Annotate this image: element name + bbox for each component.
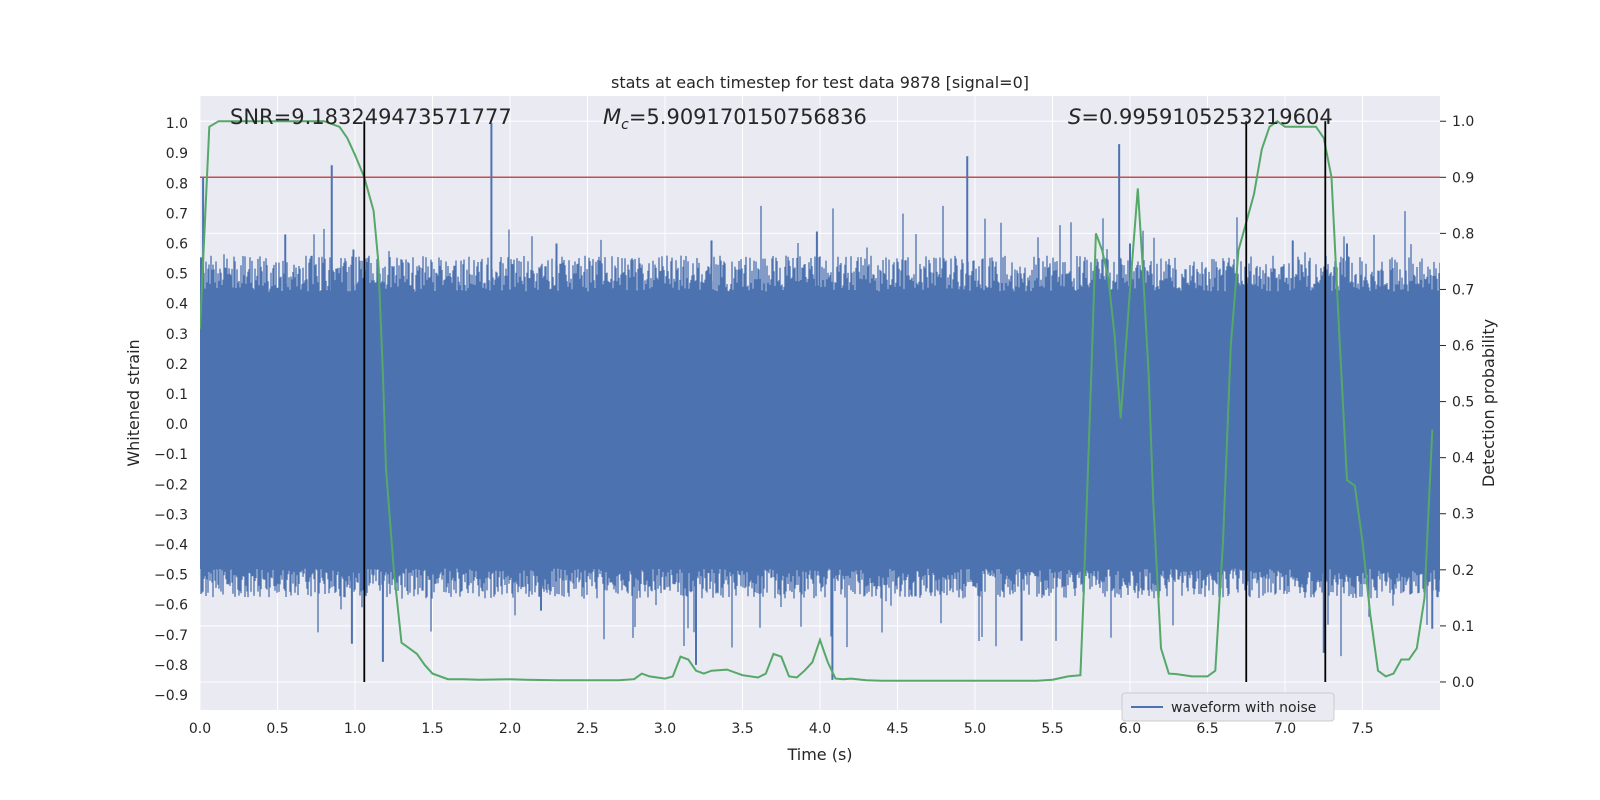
y-tick-label: 0.0 xyxy=(166,417,188,433)
y-right-tick-label: 0.4 xyxy=(1452,451,1474,467)
y-tick-label: −0.8 xyxy=(154,658,188,674)
x-tick-label: 2.0 xyxy=(499,721,521,737)
y-tick-label: −0.6 xyxy=(154,598,188,614)
y-axis-right-ticks: 1.0 0.9 0.8 0.7 0.6 0.5 0.4 0.3 0.2 0.1 0.0 xyxy=(1440,114,1474,691)
y-tick-label: 0.2 xyxy=(166,357,188,373)
y-axis-label: Whitened strain xyxy=(124,339,143,466)
x-tick-label: 4.5 xyxy=(886,721,908,737)
y-tick-label: −0.3 xyxy=(154,507,188,523)
chirp-mass-annotation: Mc=5.909170150756836 xyxy=(603,105,867,133)
x-tick-label: 6.0 xyxy=(1119,721,1141,737)
x-tick-label: 1.5 xyxy=(421,721,443,737)
y-axis-ticks: 1.0 0.9 0.8 0.7 0.6 0.5 0.4 0.3 0.2 0.1 0.0 −0.1 −0.… xyxy=(154,116,188,704)
y-tick-label: −0.1 xyxy=(154,447,188,463)
y-tick-label: −0.2 xyxy=(154,477,188,493)
y-right-tick-label: 0.3 xyxy=(1452,507,1474,523)
legend: waveform with noise xyxy=(1121,692,1335,722)
x-tick-label: 0.5 xyxy=(266,721,288,737)
legend-label: waveform with noise xyxy=(1171,700,1316,716)
x-tick-label: 1.0 xyxy=(344,721,366,737)
score-annotation: S=0.9959105253219604 xyxy=(1068,105,1333,129)
y-tick-label: 0.9 xyxy=(166,146,188,162)
x-tick-label: 4.0 xyxy=(809,721,831,737)
x-tick-label: 7.0 xyxy=(1274,721,1296,737)
y-tick-label: 0.3 xyxy=(166,327,188,343)
x-tick-label: 7.5 xyxy=(1351,721,1373,737)
probability-line xyxy=(200,119,1434,682)
snr-annotation: SNR=9.183249473571777 xyxy=(230,105,512,129)
y-right-tick-label: 0.8 xyxy=(1452,226,1474,242)
x-tick-label: 2.5 xyxy=(576,721,598,737)
waveform-path xyxy=(200,205,1440,657)
chart-title: stats at each timestep for test data 987… xyxy=(611,73,1029,92)
y-right-tick-label: 0.5 xyxy=(1452,395,1474,411)
y-tick-label: 1.0 xyxy=(166,116,188,132)
y-tick-label: 0.7 xyxy=(166,206,188,222)
y-tick-label: −0.5 xyxy=(154,568,188,584)
x-tick-label: 3.0 xyxy=(654,721,676,737)
y-tick-label: −0.7 xyxy=(154,628,188,644)
y-tick-label: 0.8 xyxy=(166,176,188,192)
y-tick-label: 0.1 xyxy=(166,387,188,403)
x-tick-label: 5.0 xyxy=(964,721,986,737)
x-tick-label: 0.0 xyxy=(189,721,211,737)
y-right-tick-label: 0.7 xyxy=(1452,282,1474,298)
y-axis-right-label: Detection probability xyxy=(1479,319,1498,487)
y-tick-label: 0.6 xyxy=(166,236,188,252)
legend-box xyxy=(1121,692,1335,722)
x-tick-label: 3.5 xyxy=(731,721,753,737)
y-right-tick-label: 0.6 xyxy=(1452,339,1474,355)
waveform-series xyxy=(200,123,1440,680)
y-tick-label: −0.9 xyxy=(154,688,188,704)
y-tick-label: 0.5 xyxy=(166,267,188,283)
y-right-tick-label: 1.0 xyxy=(1452,114,1474,130)
x-tick-label: 6.5 xyxy=(1196,721,1218,737)
y-right-tick-label: 0.9 xyxy=(1452,170,1474,186)
probability-series xyxy=(200,119,1434,682)
y-right-tick-label: 0.2 xyxy=(1452,563,1474,579)
y-tick-label: 0.4 xyxy=(166,297,188,313)
y-right-tick-label: 0.0 xyxy=(1452,675,1474,691)
x-axis-ticks: 0.0 0.5 1.0 1.5 2.0 2.5 3.0 3.5 4.0 4.5 5.0 5.5 6.0 6… xyxy=(189,721,1374,737)
y-tick-label: −0.4 xyxy=(154,537,188,553)
y-right-tick-label: 0.1 xyxy=(1452,619,1474,635)
event-markers xyxy=(363,121,1327,682)
x-axis-label: Time (s) xyxy=(786,745,852,764)
x-tick-label: 5.5 xyxy=(1041,721,1063,737)
